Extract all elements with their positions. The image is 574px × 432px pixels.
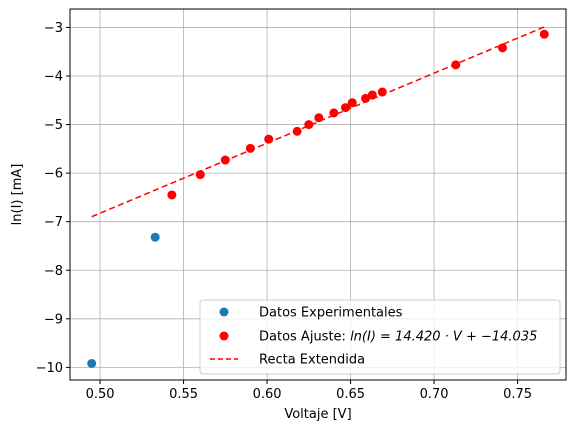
x-tick-label: 0.75	[503, 387, 532, 402]
fit-point	[292, 126, 302, 136]
fit-point	[167, 190, 177, 200]
fit-point	[361, 93, 371, 103]
x-tick-label: 0.50	[86, 387, 115, 402]
fit-point	[314, 113, 324, 123]
y-tick-label: −5	[44, 118, 63, 133]
fit-point	[498, 43, 508, 53]
experimental-point	[87, 358, 97, 368]
fit-point	[304, 120, 314, 130]
y-axis-label: ln(I) [mA]	[10, 164, 25, 226]
axis-ticks: 0.50 0.55 0.60 0.65 0.70 0.75 −10 −9 −8 −7 −6 −5 −4 −…	[36, 21, 532, 402]
x-tick-label: 0.60	[253, 387, 282, 402]
legend-label-fit: Datos Ajuste: ln(I) = 14.420 · V + −14.0…	[259, 330, 537, 345]
fit-point	[341, 103, 351, 113]
y-tick-label: −8	[44, 264, 63, 279]
x-tick-label: 0.70	[420, 387, 449, 402]
legend-marker-fit	[219, 331, 229, 341]
fit-point	[347, 98, 357, 108]
y-tick-label: −6	[44, 167, 63, 182]
data-points-layer	[87, 29, 549, 368]
fit-point	[195, 170, 205, 180]
y-tick-label: −3	[44, 21, 63, 36]
legend-label-experimental: Datos Experimentales	[259, 306, 403, 321]
y-tick-label: −9	[44, 312, 63, 327]
legend-marker-experimental	[219, 307, 229, 317]
fit-point	[451, 60, 461, 70]
fit-line-layer	[91, 26, 545, 218]
fit-point	[367, 90, 377, 100]
legend-label-line: Recta Extendida	[259, 353, 365, 368]
fit-point	[539, 29, 549, 39]
y-tick-label: −4	[44, 70, 63, 85]
x-tick-label: 0.65	[336, 387, 365, 402]
y-tick-label: −7	[44, 215, 63, 230]
fit-line	[91, 26, 545, 218]
legend-label-fit-prefix: Datos Ajuste:	[259, 330, 350, 345]
fit-point	[220, 155, 230, 165]
x-tick-label: 0.55	[169, 387, 198, 402]
fit-point	[377, 87, 387, 97]
plot-frame	[69, 8, 567, 381]
y-tick-label: −10	[36, 361, 63, 376]
legend-label-fit-equation: ln(I) = 14.420 · V + −14.035	[350, 330, 537, 345]
fit-point	[329, 108, 339, 118]
legend-box	[199, 299, 561, 375]
fit-point	[245, 143, 255, 153]
x-axis-label: Voltaje [V]	[284, 407, 351, 422]
fit-point	[264, 134, 274, 144]
legend: Datos Experimentales Datos Ajuste: ln(I)…	[199, 299, 561, 375]
experimental-point	[150, 232, 160, 242]
grid	[70, 9, 566, 380]
